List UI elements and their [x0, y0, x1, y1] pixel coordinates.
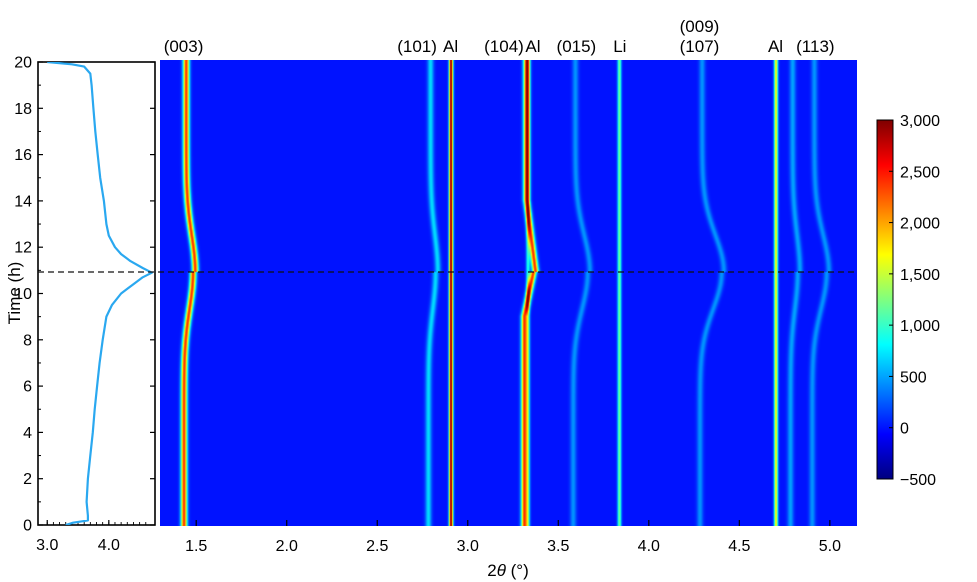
time-tick-label: 20	[14, 55, 32, 72]
peak-label: (113)	[796, 37, 834, 56]
time-tick-label: 12	[14, 240, 32, 257]
two-theta-tick-label: 1.5	[185, 538, 207, 555]
heatmap-image	[160, 60, 857, 526]
two-theta-tick-label: 2.5	[366, 538, 388, 555]
peak-label: (003)	[164, 37, 204, 56]
time-tick-label: 8	[23, 332, 32, 349]
time-axis-ticks: 0 2 4 6 8 10 12 14 16 18 20	[14, 55, 155, 535]
colorbar-tick-label: 500	[900, 369, 927, 386]
xrd-heatmap-panel: 1.5 2.0 2.5 3.0 3.5 4.0 4.5 5.0	[160, 60, 857, 555]
two-theta-axis-label: 2θ (°)	[487, 561, 529, 580]
colorbar-tick-label: 2,500	[900, 164, 940, 181]
colorbar-tick-label: 2,000	[900, 216, 940, 233]
time-tick-label: 16	[14, 147, 32, 164]
time-tick-label: 10	[14, 286, 32, 303]
two-theta-tick-label: 2.0	[276, 538, 298, 555]
peak-label: (101)	[397, 37, 437, 56]
time-tick-label: 18	[14, 101, 32, 118]
colorbar-ticks: 3,000 2,500 2,000 1,500 1,000 500 0 −500	[889, 113, 940, 489]
two-theta-tick-label: 5.0	[819, 538, 841, 555]
peak-label: Al	[525, 37, 540, 56]
colorbar: 3,000 2,500 2,000 1,500 1,000 500 0 −500	[876, 113, 940, 489]
peak-label: Li	[613, 37, 626, 56]
time-tick-label: 0	[23, 518, 32, 535]
time-tick-label: 6	[23, 379, 32, 396]
two-theta-tick-label: 3.5	[547, 538, 569, 555]
two-theta-axis-ticks: 1.5 2.0 2.5 3.0 3.5 4.0 4.5 5.0	[185, 520, 841, 555]
peak-label: (104)	[484, 37, 524, 56]
voltage-axis-ticks: 3.0 4.0	[36, 520, 147, 554]
peak-labels: (003) (101) Al (104) Al (015) Li(009)(107) Al (1…	[164, 17, 835, 56]
time-tick-label: 14	[14, 193, 32, 210]
colorbar-gradient	[876, 119, 894, 480]
two-theta-tick-label: 4.0	[638, 538, 660, 555]
voltage-tick-label: 4.0	[98, 537, 120, 554]
colorbar-tick-label: −500	[900, 472, 936, 489]
two-theta-tick-label: 4.5	[728, 538, 750, 555]
voltage-curve	[47, 62, 153, 525]
peak-label: (009)	[680, 17, 720, 36]
time-tick-label: 2	[23, 471, 32, 488]
colorbar-tick-label: 1,500	[900, 267, 940, 284]
colorbar-tick-label: 1,000	[900, 318, 940, 335]
time-tick-label: 4	[23, 425, 32, 442]
peak-label: (107)	[680, 37, 720, 56]
peak-label: (015)	[557, 37, 597, 56]
time-axis-label: Time (h)	[5, 262, 24, 325]
voltage-panel: 0 2 4 6 8 10 12 14 16 18 20 3.0 4.0	[14, 55, 156, 554]
colorbar-tick-label: 3,000	[900, 113, 940, 130]
voltage-panel-frame	[37, 61, 156, 526]
peak-label: Al	[768, 37, 783, 56]
voltage-tick-label: 3.0	[36, 537, 58, 554]
peak-label: Al	[443, 37, 458, 56]
two-theta-tick-label: 3.0	[457, 538, 479, 555]
colorbar-tick-label: 0	[900, 421, 909, 438]
